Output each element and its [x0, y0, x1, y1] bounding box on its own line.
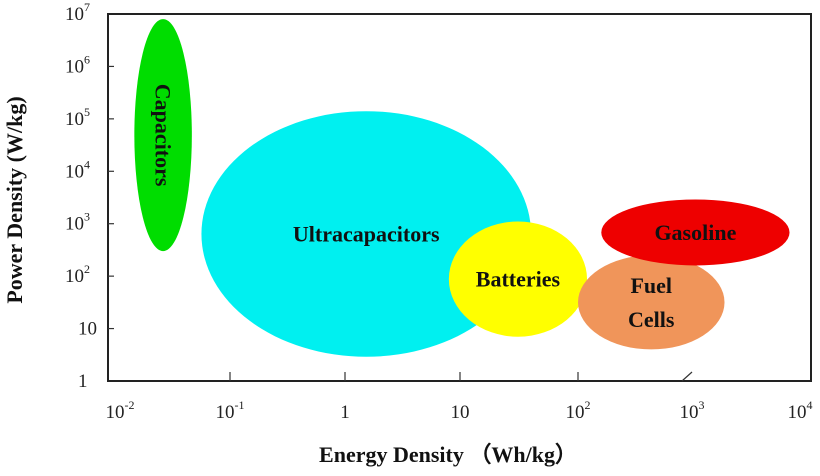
x-axis-ticks: 10-2 10-1 1 10 102 103 104: [106, 371, 813, 423]
y-tick-label: 107: [65, 0, 90, 25]
region-label-gasoline: Gasoline: [654, 220, 736, 245]
region-shape-capacitors: [134, 19, 192, 252]
region-shape-ultracapacitors: [201, 111, 532, 357]
x-tick-label: 1: [340, 402, 350, 423]
region-label-fuel-cells: Cells: [628, 307, 675, 332]
region-label-fuel-cells: Fuel: [630, 273, 672, 298]
x-axis-label: Energy Density （Wh/kg）: [319, 442, 577, 467]
y-tick-label: 102: [65, 262, 90, 287]
y-axis-label: Power Density (W/kg): [2, 96, 27, 303]
region-batteries: Batteries: [448, 221, 588, 337]
region-label-ultracapacitors: Ultracapacitors: [293, 221, 440, 246]
y-tick-label: 1: [78, 371, 88, 392]
x-tick-mark: [681, 371, 693, 382]
x-tick-label: 103: [680, 398, 705, 423]
region-gasoline: Gasoline: [601, 199, 790, 266]
region-shape-fuel-cells: [578, 255, 725, 350]
region-label-batteries: Batteries: [476, 267, 561, 292]
y-tick-label: 106: [65, 52, 90, 77]
region-fuel-cells: Fuel Cells: [578, 255, 725, 350]
region-shape-batteries: [448, 221, 588, 337]
regions-layer: Capacitors Ultracapacitors Batteries Fuel Ce…: [134, 19, 790, 357]
x-tick-label: 10: [451, 402, 470, 423]
x-tick-label: 102: [566, 398, 591, 423]
region-label-capacitors: Capacitors: [151, 84, 176, 187]
y-axis-ticks: 1 10 102 103 104 105 106 107: [65, 0, 114, 392]
x-tick-label: 10-2: [106, 398, 135, 423]
y-tick-label: 10: [78, 319, 97, 340]
y-tick-label: 103: [65, 210, 90, 235]
region-ultracapacitors: Ultracapacitors: [201, 111, 532, 357]
x-tick-label: 104: [788, 398, 813, 423]
x-tick-label: 10-1: [216, 398, 245, 423]
region-capacitors: Capacitors: [134, 19, 192, 252]
region-shape-gasoline: [601, 199, 790, 266]
y-tick-label: 105: [65, 105, 90, 130]
y-tick-label: 104: [65, 157, 90, 182]
